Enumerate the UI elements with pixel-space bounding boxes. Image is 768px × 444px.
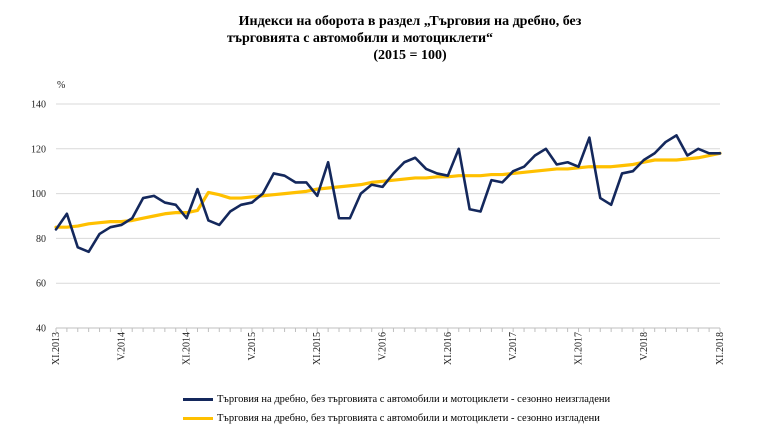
y-axis: 40 60 80 100 120 140%	[31, 80, 65, 335]
x-tick-label: XI.2017	[573, 332, 584, 365]
legend: Търговия на дребно, без търговията с авт…	[183, 390, 610, 428]
chart-title-line-3: (2015 = 100)	[373, 48, 447, 63]
y-tick-label: 60	[36, 279, 46, 290]
x-tick-label: XI.2018	[715, 332, 726, 365]
x-tick-label: XI.2013	[51, 332, 62, 365]
y-tick-label: 40	[36, 324, 46, 335]
series-line-unadjusted	[54, 134, 722, 254]
series-lines	[54, 134, 722, 254]
x-tick-label: XI.2014	[182, 332, 193, 365]
legend-label-adjusted: Търговия на дребно, без търговията с авт…	[217, 413, 600, 424]
legend-swatch-adjusted	[183, 417, 213, 420]
y-axis-unit-label: %	[57, 80, 65, 91]
x-tick-label: V.2016	[378, 332, 389, 360]
x-axis: XI.2013 V.2014 XI.2014 V.2015 XI.2015 V.2016 X…	[51, 327, 726, 365]
y-tick-label: 100	[31, 189, 46, 200]
legend-label-unadjusted: Търговия на дребно, без търговията с авт…	[217, 394, 611, 405]
x-tick-label: V.2017	[508, 332, 519, 360]
chart-title-line-1: Индекси на оборота в раздел „Търговия на…	[238, 14, 582, 29]
y-tick-label: 80	[36, 234, 46, 245]
legend-item-unadjusted: Търговия на дребно, без търговията с авт…	[183, 390, 610, 409]
x-tick-label: XI.2016	[443, 332, 454, 365]
y-tick-label: 140	[31, 100, 46, 111]
x-tick-label: V.2014	[116, 332, 127, 360]
x-tick-label: V.2015	[247, 332, 258, 360]
x-tick-label: V.2018	[639, 332, 650, 360]
series-line-adjusted	[54, 151, 722, 229]
x-tick-label: XI.2015	[312, 332, 323, 365]
y-tick-label: 120	[31, 144, 46, 155]
chart-title-line-2: търговията с автомобили и мотоциклети“	[226, 31, 494, 46]
legend-item-adjusted: Търговия на дребно, без търговията с авт…	[183, 409, 610, 428]
legend-swatch-unadjusted	[183, 398, 213, 401]
chart-title: Индекси на оборота в раздел „Търговия на…	[150, 13, 670, 64]
